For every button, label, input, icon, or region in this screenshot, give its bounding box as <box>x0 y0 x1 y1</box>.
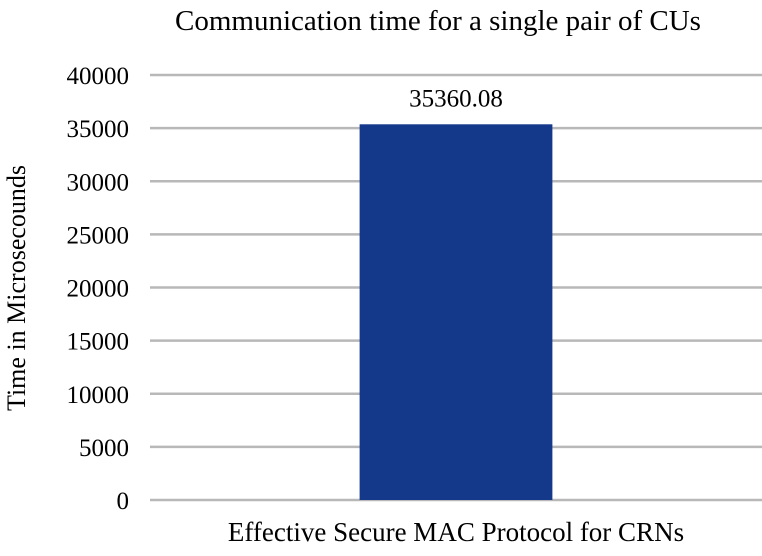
y-tick-label-8: 40000 <box>67 63 130 90</box>
y-tick-label-1: 5000 <box>79 435 129 462</box>
chart-title: Communication time for a single pair of … <box>175 5 701 37</box>
data-label-0: 35360.08 <box>409 85 503 112</box>
y-tick-label-2: 10000 <box>67 382 130 409</box>
y-tick-labels: 0 5000 10000 15000 20000 25000 30000 35000 40000 <box>67 63 130 515</box>
bar-0 <box>359 124 553 501</box>
bars <box>359 124 553 501</box>
y-axis-label: Time in Microsecounds <box>2 165 31 411</box>
y-tick-label-7: 35000 <box>67 116 130 143</box>
y-tick-label-0: 0 <box>117 488 130 515</box>
y-tick-label-5: 25000 <box>67 222 130 249</box>
data-labels: 35360.08 <box>409 85 503 112</box>
x-category-label-0: Effective Secure MAC Protocol for CRNs <box>228 517 684 547</box>
x-category-labels: Effective Secure MAC Protocol for CRNs <box>228 517 684 547</box>
y-tick-label-6: 30000 <box>67 169 130 196</box>
y-tick-label-3: 15000 <box>67 329 130 356</box>
y-tick-label-4: 20000 <box>67 276 130 303</box>
